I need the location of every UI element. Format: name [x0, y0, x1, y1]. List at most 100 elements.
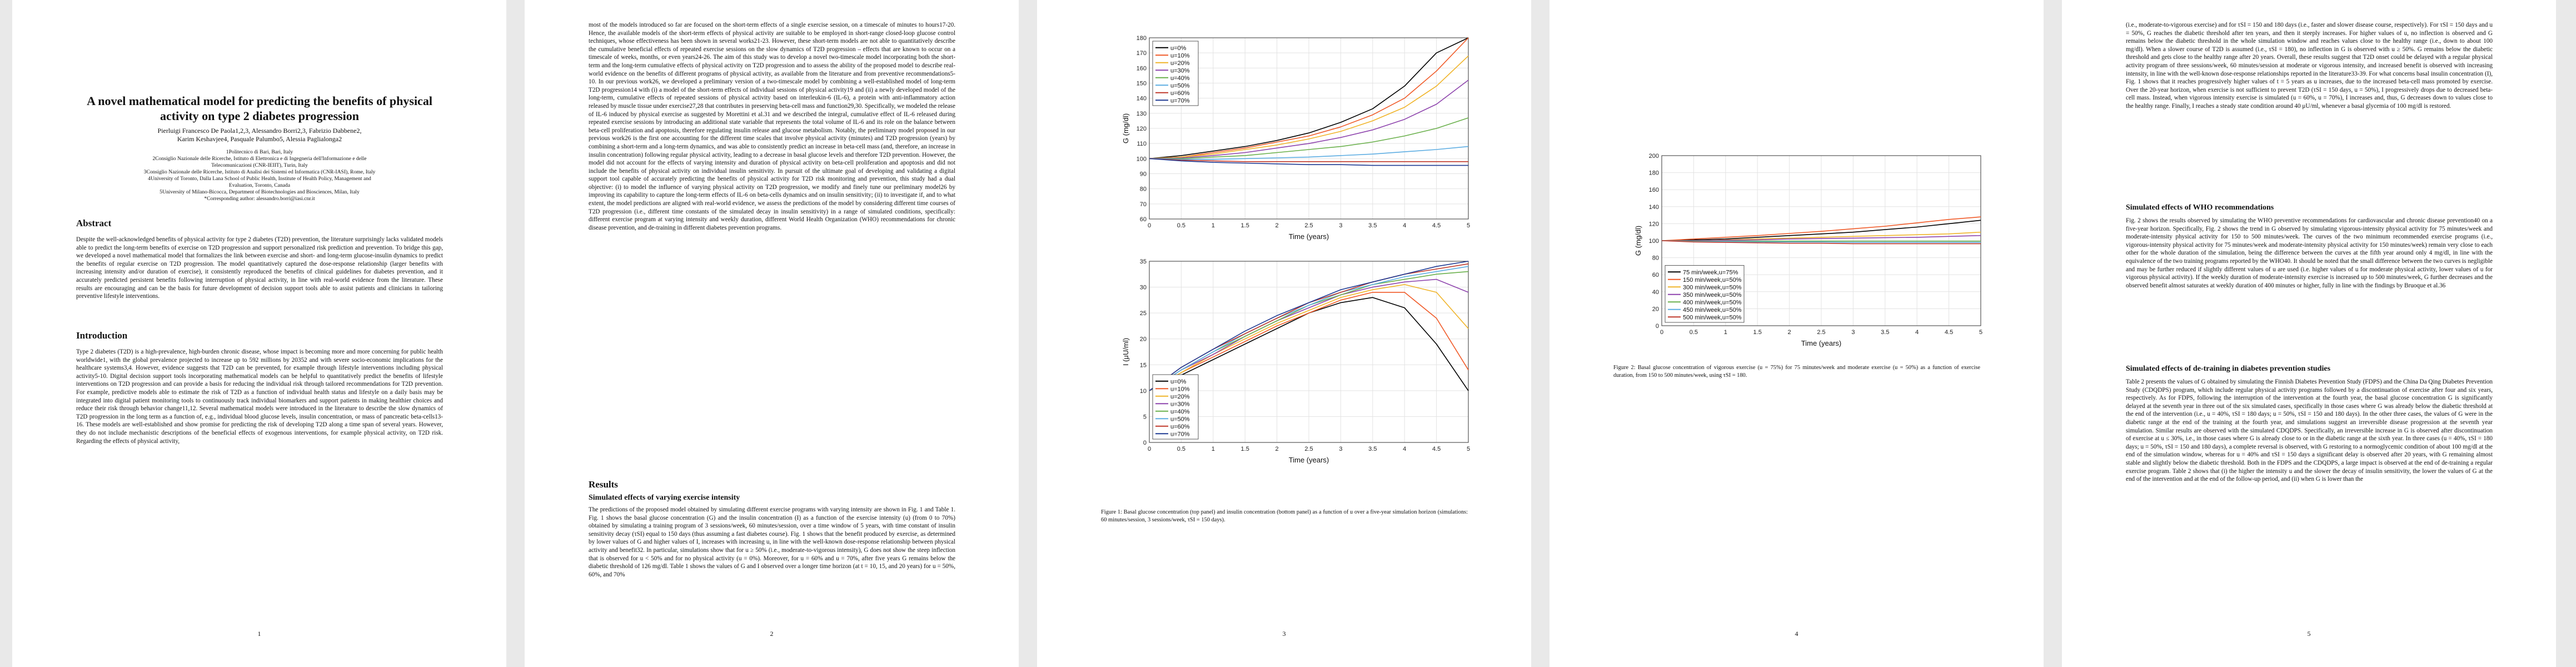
x-tick-label: 4.5	[1432, 446, 1441, 452]
x-tick-label: 0	[1148, 222, 1151, 229]
series-line	[1149, 37, 1469, 160]
x-tick-label: 3.5	[1881, 329, 1889, 336]
x-axis-label: Time (years)	[1289, 456, 1329, 464]
y-tick-label: 10	[1140, 388, 1147, 395]
x-tick-label: 5	[1467, 446, 1470, 452]
x-tick-label: 2.5	[1304, 446, 1313, 452]
y-tick-label: 20	[1140, 336, 1147, 343]
page-number: 4	[1795, 630, 1798, 638]
x-tick-label: 5	[1979, 329, 1982, 336]
results-heading: Results	[589, 479, 618, 490]
paper-title: A novel mathematical model for predictin…	[87, 94, 432, 123]
x-tick-label: 0.5	[1177, 446, 1185, 452]
authors-line-1: Pierluigi Francesco De Paola1,2,3, Aless…	[157, 127, 362, 135]
x-tick-label: 1.5	[1753, 329, 1762, 336]
page-5: (i.e., moderate-to-vigorous exercise) an…	[2062, 0, 2556, 667]
legend-label: 300 min/week,u=50%	[1683, 284, 1742, 291]
x-tick-label: 4.5	[1945, 329, 1953, 336]
y-tick-label: 160	[1137, 65, 1147, 72]
legend-label: 75 min/week,u=75%	[1683, 269, 1738, 276]
y-tick-label: 30	[1140, 285, 1147, 291]
x-tick-label: 1	[1212, 222, 1215, 229]
plot-frame	[1149, 37, 1469, 220]
y-tick-label: 200	[1649, 153, 1659, 160]
y-tick-label: 120	[1137, 126, 1147, 132]
page-2: most of the models introduced so far are…	[525, 0, 1019, 667]
x-tick-label: 0	[1660, 329, 1663, 336]
series-line	[1149, 56, 1469, 160]
series-line	[1149, 284, 1469, 391]
y-tick-label: 150	[1137, 81, 1147, 87]
y-tick-label: 110	[1137, 141, 1147, 147]
x-tick-label: 1.5	[1241, 446, 1249, 452]
series-line	[1661, 240, 1981, 245]
y-tick-label: 180	[1137, 35, 1147, 42]
x-tick-label: 4	[1403, 446, 1406, 452]
page5-paragraph-2: Fig. 2 shows the results observed by sim…	[2126, 217, 2493, 289]
page5-text-bottom: Table 2 presents the values of G obtaine…	[2126, 378, 2493, 484]
x-tick-label: 0.5	[1690, 329, 1698, 336]
page5-text-middle: Fig. 2 shows the results observed by sim…	[2126, 217, 2493, 290]
page2-text-bottom: The predictions of the proposed model ob…	[589, 506, 955, 579]
x-tick-label: 4	[1403, 222, 1406, 229]
introduction-text: Type 2 diabetes (T2D) is a high-prevalen…	[76, 348, 443, 445]
series-line	[1149, 158, 1468, 166]
y-axis-label: G (mg/dl)	[1122, 113, 1130, 143]
y-tick-label: 170	[1137, 50, 1147, 57]
y-tick-label: 140	[1649, 204, 1659, 211]
y-tick-label: 5	[1143, 414, 1147, 420]
x-tick-label: 1	[1212, 446, 1215, 452]
legend-label: 150 min/week,u=50%	[1683, 277, 1742, 283]
x-tick-label: 4	[1915, 329, 1919, 336]
series-line	[1149, 146, 1469, 160]
page-4: 0 0.5 1 1.5 2 2.5 3 3.5 4 4.5 5 0 20 40 60 80 100 120 140 1…	[1549, 0, 2044, 667]
page-number: 3	[1282, 630, 1286, 638]
affiliation-1: 1Politecnico di Bari, Bari, Italy	[226, 149, 293, 155]
page-number: 1	[257, 630, 261, 638]
page5-paragraph-1: (i.e., moderate-to-vigorous exercise) an…	[2126, 22, 2493, 109]
series-line	[1149, 292, 1469, 391]
y-tick-label: 160	[1649, 187, 1659, 193]
x-tick-label: 2.5	[1817, 329, 1825, 336]
y-tick-label: 100	[1649, 238, 1659, 245]
series-line	[1149, 37, 1469, 160]
legend-label: u=0%	[1170, 379, 1187, 385]
introduction-paragraph: Type 2 diabetes (T2D) is a high-prevalen…	[76, 349, 443, 445]
plot-frame	[1149, 261, 1469, 443]
x-tick-label: 0.5	[1177, 222, 1185, 229]
legend-label: u=40%	[1170, 75, 1190, 82]
legend-label: u=10%	[1170, 386, 1190, 392]
page-1: A novel mathematical model for predictin…	[12, 0, 506, 667]
y-tick-label: 60	[1652, 272, 1659, 278]
x-tick-label: 2	[1275, 222, 1279, 229]
series-line	[1662, 235, 1981, 241]
x-tick-label: 0	[1148, 446, 1151, 452]
legend-label: u=10%	[1170, 52, 1190, 59]
y-tick-label: 80	[1140, 186, 1147, 193]
legend-label: u=50%	[1170, 416, 1190, 422]
x-axis-label: Time (years)	[1289, 232, 1329, 241]
x-tick-label: 3.5	[1368, 446, 1377, 452]
page5-paragraph-3: Table 2 presents the values of G obtaine…	[2126, 379, 2493, 483]
legend-label: u=60%	[1170, 90, 1190, 97]
page-number: 2	[770, 630, 774, 638]
x-tick-label: 3	[1851, 329, 1855, 336]
legend-label: u=50%	[1170, 82, 1190, 89]
subsection-detraining: Simulated effects of de-training in diab…	[2126, 365, 2331, 373]
figure1-glucose-chart: 0 0.5 1 1.5 2 2.5 3 3.5 4 4.5 5 60 70 80 90 100 110 120 13…	[1122, 35, 1470, 241]
y-tick-label: 140	[1137, 96, 1147, 102]
page5-text-top: (i.e., moderate-to-vigorous exercise) an…	[2126, 21, 2493, 111]
legend-label: u=30%	[1170, 401, 1190, 407]
series-line	[1661, 220, 1981, 241]
y-tick-label: 40	[1652, 289, 1659, 296]
x-tick-label: 2.5	[1304, 222, 1313, 229]
y-tick-label: 15	[1140, 362, 1147, 369]
legend-label: u=30%	[1170, 67, 1190, 74]
affiliation-5: 5University of Milano-Bicocca, Departmen…	[160, 189, 360, 195]
affiliation-3: 3Consiglio Nazionale delle Ricerche, Ist…	[143, 169, 376, 175]
y-tick-label: 35	[1140, 258, 1147, 265]
introduction-heading: Introduction	[76, 330, 128, 341]
affiliation-4-cont: Evaluation, Toronto, Canada	[229, 182, 290, 188]
series-line	[1149, 117, 1469, 160]
page-3: 0 0.5 1 1.5 2 2.5 3 3.5 4 4.5 5 60 70 80 90 100 110 120 13…	[1037, 0, 1531, 667]
